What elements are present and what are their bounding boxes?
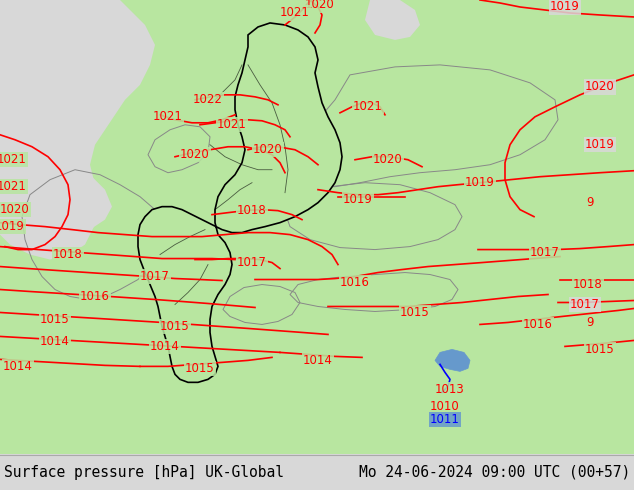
Text: 1014: 1014 xyxy=(150,340,180,353)
Polygon shape xyxy=(0,0,30,172)
Text: 1020: 1020 xyxy=(0,203,30,216)
Text: 1017: 1017 xyxy=(237,256,267,269)
Polygon shape xyxy=(138,23,342,382)
Text: 1018: 1018 xyxy=(53,248,83,261)
Polygon shape xyxy=(435,349,470,371)
Text: 1019: 1019 xyxy=(0,220,25,233)
Text: Surface pressure [hPa] UK-Global: Surface pressure [hPa] UK-Global xyxy=(4,465,284,480)
Text: 1015: 1015 xyxy=(585,343,615,356)
Text: 1015: 1015 xyxy=(185,362,215,375)
Text: 1010: 1010 xyxy=(430,400,460,413)
Text: 1021: 1021 xyxy=(280,6,310,20)
Text: 1018: 1018 xyxy=(237,204,267,217)
Text: 1019: 1019 xyxy=(465,176,495,189)
Text: 1020: 1020 xyxy=(253,143,283,156)
Text: 1022: 1022 xyxy=(193,93,223,106)
Text: 1021: 1021 xyxy=(353,100,383,113)
Polygon shape xyxy=(0,0,155,260)
Text: 1019: 1019 xyxy=(550,0,580,14)
Text: 1017: 1017 xyxy=(140,270,170,283)
Text: 1014: 1014 xyxy=(303,354,333,367)
Text: 1011: 1011 xyxy=(430,413,460,426)
Text: 9: 9 xyxy=(586,316,594,329)
Text: 1019: 1019 xyxy=(585,138,615,151)
Text: 1013: 1013 xyxy=(435,383,465,396)
Text: 1015: 1015 xyxy=(40,313,70,326)
Text: 1016: 1016 xyxy=(340,276,370,289)
Polygon shape xyxy=(0,0,112,235)
Text: 1020: 1020 xyxy=(180,148,210,161)
Text: 1017: 1017 xyxy=(530,246,560,259)
Text: 1019: 1019 xyxy=(343,193,373,206)
Text: 1015: 1015 xyxy=(400,306,430,319)
Text: 1017: 1017 xyxy=(570,298,600,311)
Text: 1020: 1020 xyxy=(585,80,615,94)
Text: 1021: 1021 xyxy=(217,118,247,131)
Polygon shape xyxy=(0,0,634,454)
Text: 1020: 1020 xyxy=(373,153,403,166)
Text: Mo 24-06-2024 09:00 UTC (00+57): Mo 24-06-2024 09:00 UTC (00+57) xyxy=(359,465,630,480)
Text: 1016: 1016 xyxy=(80,290,110,303)
Text: 1021: 1021 xyxy=(0,180,27,193)
Text: 1016: 1016 xyxy=(523,318,553,331)
Text: 1018: 1018 xyxy=(573,278,603,291)
Text: 1014: 1014 xyxy=(40,335,70,348)
Text: 1020: 1020 xyxy=(305,0,335,11)
Text: 9: 9 xyxy=(586,196,594,209)
Polygon shape xyxy=(365,0,420,40)
Text: 1021: 1021 xyxy=(153,110,183,123)
Text: 1015: 1015 xyxy=(160,320,190,333)
Text: 1021: 1021 xyxy=(0,153,27,166)
Text: 1014: 1014 xyxy=(3,360,33,373)
